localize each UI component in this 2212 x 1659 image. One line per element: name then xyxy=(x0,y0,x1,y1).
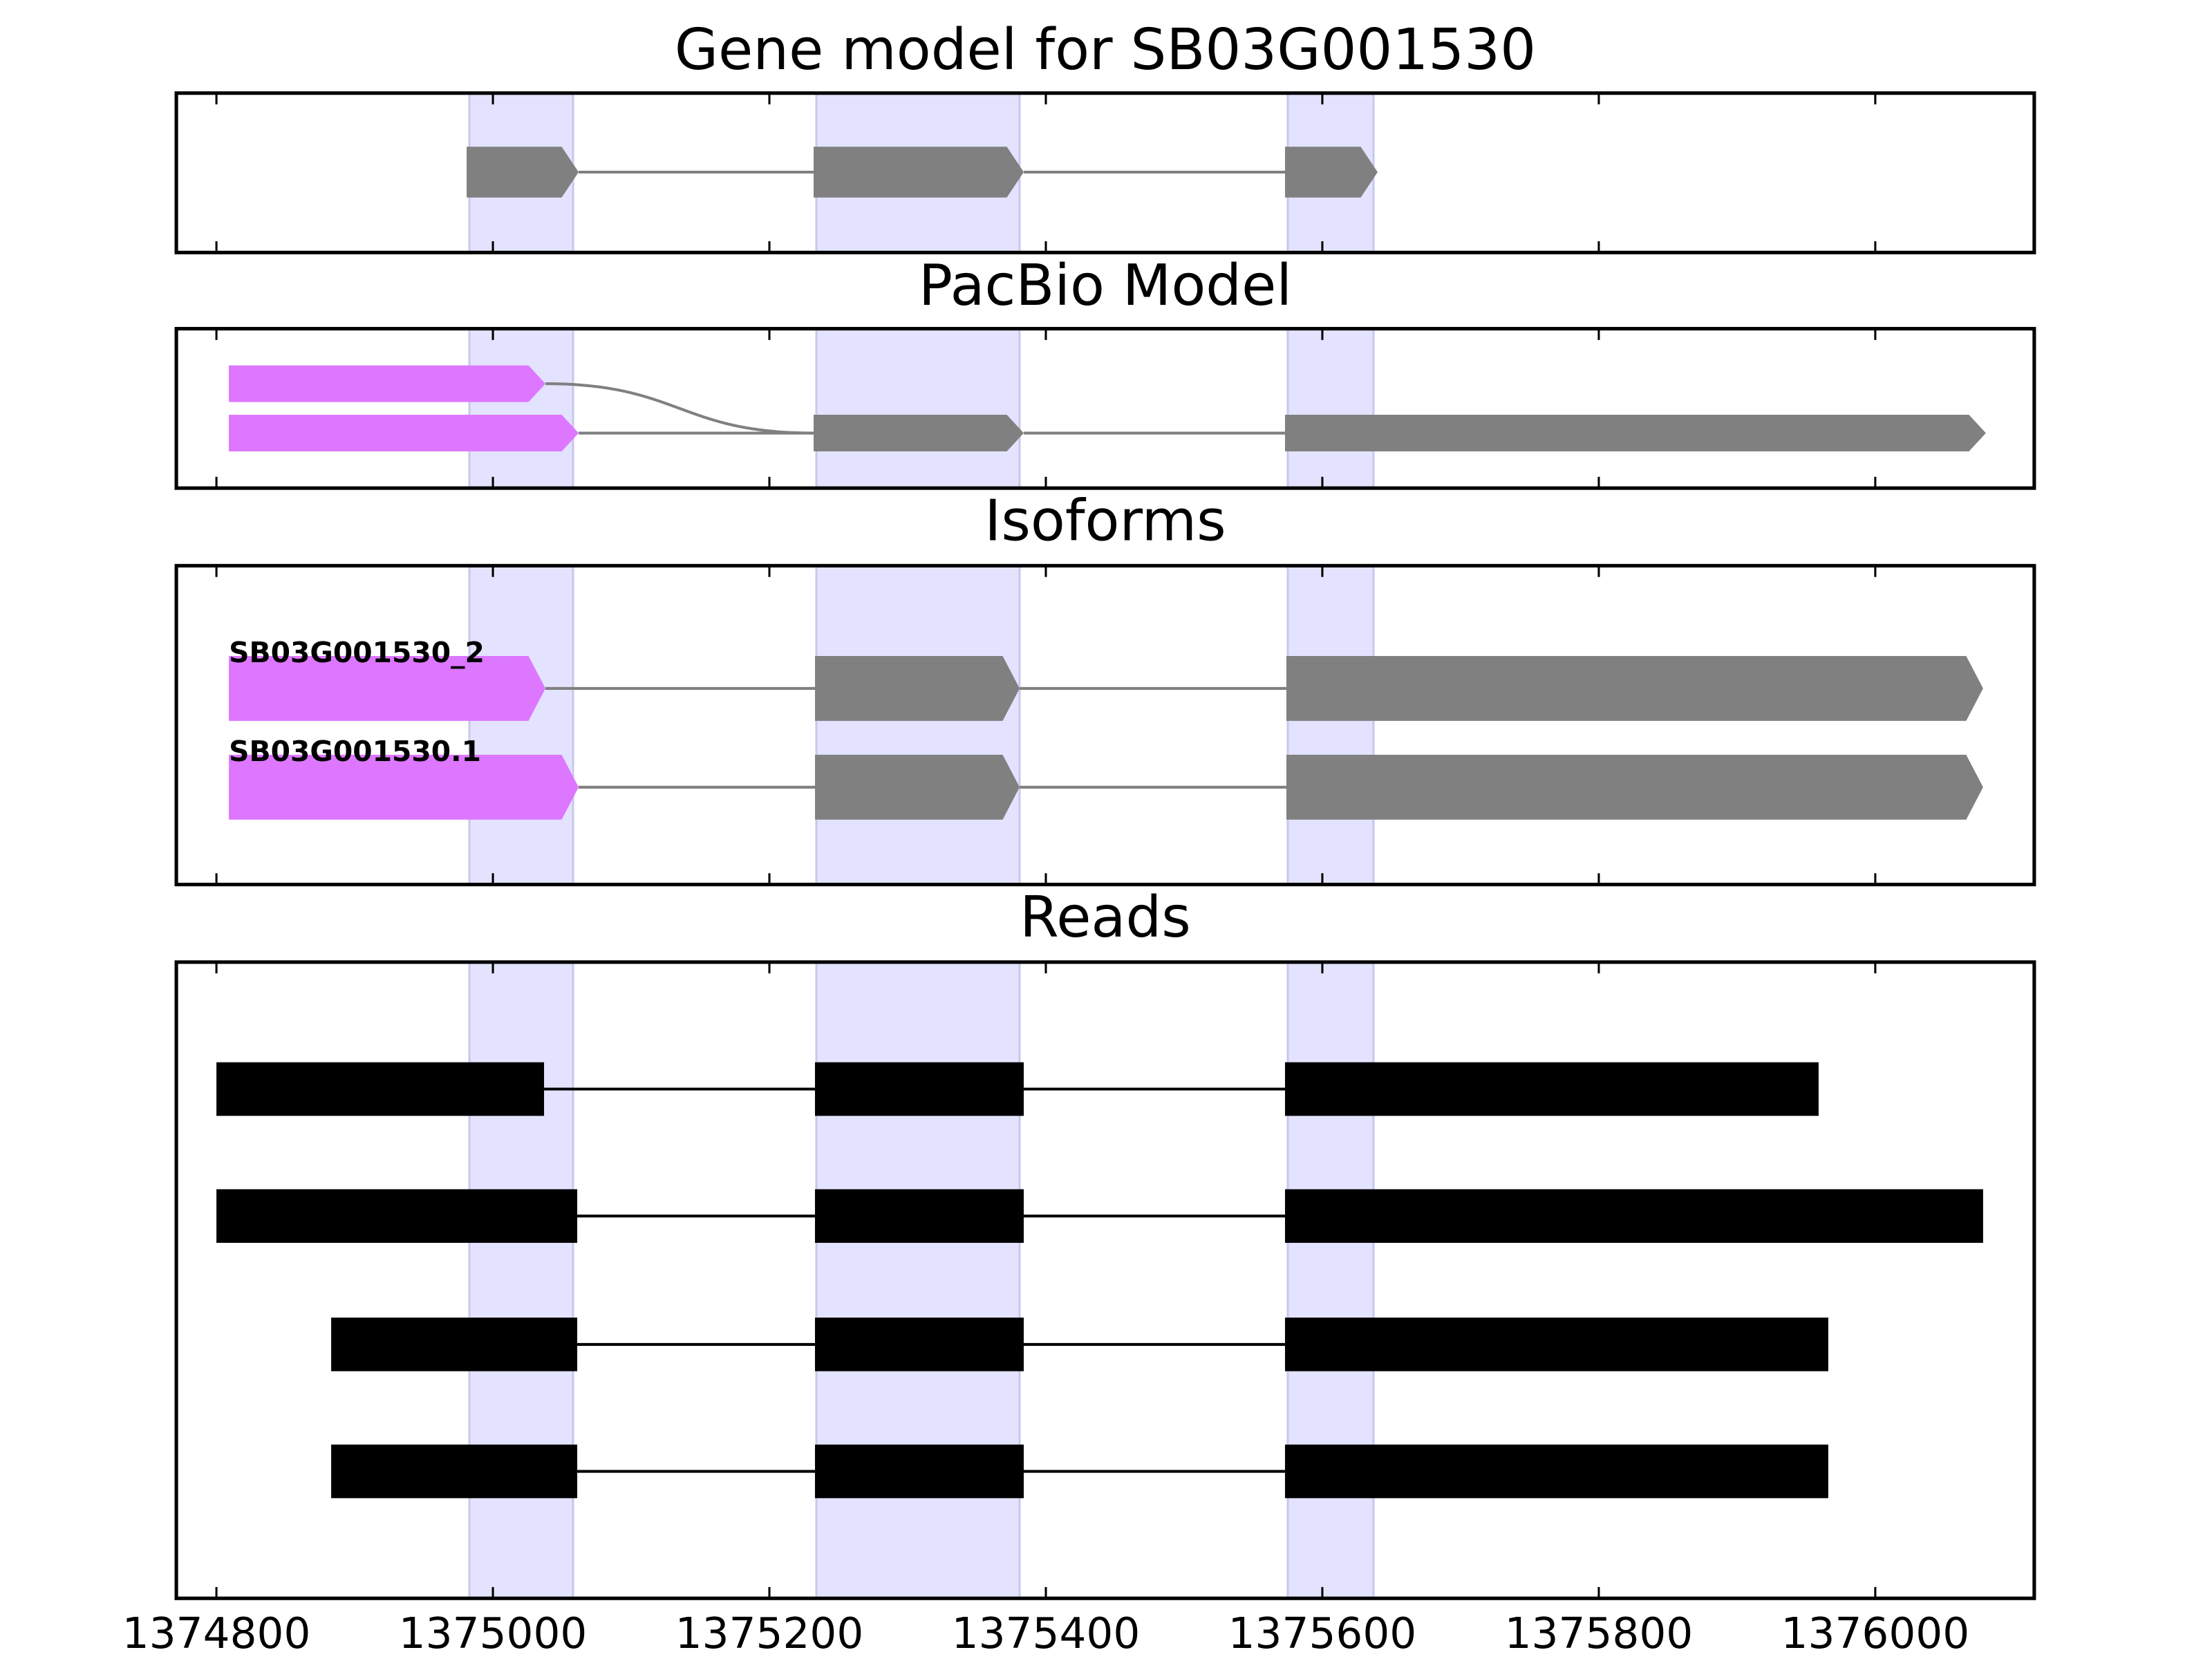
highlight-region xyxy=(815,327,1021,489)
exon xyxy=(331,1318,578,1371)
panel-frame xyxy=(174,91,2036,254)
x-tick-label: 1375000 xyxy=(399,1609,588,1658)
exon xyxy=(1286,655,1983,721)
x-tick-label: 1375800 xyxy=(1505,1609,1694,1658)
exon xyxy=(229,415,579,452)
intron xyxy=(545,382,814,435)
exon xyxy=(216,1189,578,1243)
highlight-region xyxy=(1286,564,1375,886)
x-tick-label: 1375200 xyxy=(675,1609,864,1658)
highlight-region xyxy=(468,564,574,886)
exon xyxy=(1284,415,1986,452)
highlight-region xyxy=(468,961,574,1600)
exon xyxy=(815,754,1020,820)
highlight-region xyxy=(1286,961,1375,1600)
exon xyxy=(1284,1189,1983,1243)
exon xyxy=(815,1444,1024,1499)
exon xyxy=(815,655,1020,721)
panel-title: Gene model for SB03G001530 xyxy=(675,17,1536,83)
panel-title: Reads xyxy=(1020,885,1191,950)
exon xyxy=(229,655,546,721)
exon xyxy=(229,365,546,402)
x-tick-label: 1375400 xyxy=(952,1609,1141,1658)
x-tick-label: 1374800 xyxy=(122,1609,311,1658)
highlight-region xyxy=(815,961,1021,1600)
highlight-region xyxy=(468,327,574,489)
exon xyxy=(815,1062,1024,1116)
exon xyxy=(1284,147,1378,198)
exon xyxy=(814,415,1024,452)
panel-title: PacBio Model xyxy=(919,253,1292,319)
exon xyxy=(1284,1444,1828,1499)
isoform-label: SB03G001530.1 xyxy=(229,735,481,768)
highlight-region xyxy=(1286,327,1375,489)
exon xyxy=(216,1062,545,1116)
exon xyxy=(815,1189,1024,1243)
isoform-label: SB03G001530_2 xyxy=(229,636,485,669)
panel-frame xyxy=(174,563,2036,887)
exon xyxy=(1284,1318,1828,1371)
panel-frame xyxy=(174,960,2036,1600)
exon xyxy=(467,147,579,198)
panel-title: Isoforms xyxy=(984,489,1226,554)
exon xyxy=(814,147,1024,198)
exon xyxy=(229,754,579,820)
exon xyxy=(1286,754,1983,820)
exon xyxy=(331,1444,578,1499)
x-tick-label: 1375600 xyxy=(1228,1609,1417,1658)
panel-frame xyxy=(174,326,2036,490)
x-tick-label: 1376000 xyxy=(1781,1609,1970,1658)
highlight-region xyxy=(815,564,1021,886)
exon xyxy=(815,1318,1024,1371)
exon xyxy=(1284,1062,1819,1116)
